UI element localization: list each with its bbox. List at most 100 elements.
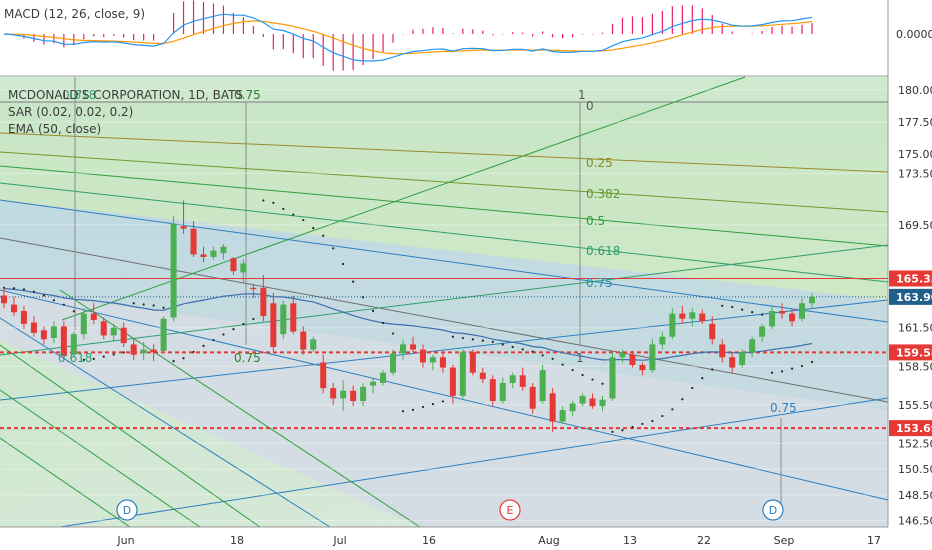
candle[interactable] — [30, 316, 37, 337]
candle[interactable] — [140, 341, 147, 360]
candle[interactable] — [80, 308, 87, 340]
candle[interactable] — [679, 305, 686, 324]
candle[interactable] — [469, 349, 476, 376]
candle[interactable] — [60, 321, 67, 360]
candle[interactable] — [390, 349, 397, 376]
candle[interactable] — [20, 305, 27, 329]
candle[interactable] — [110, 323, 117, 342]
price-axis[interactable]: 0.0000 180.00 177.50 175.00 173.50 169.5… — [887, 0, 932, 550]
candle[interactable] — [50, 321, 57, 344]
falling-blue-line-1 — [0, 317, 331, 528]
event-marker-circle — [499, 499, 521, 521]
candle[interactable] — [589, 393, 596, 409]
candle[interactable] — [699, 309, 706, 324]
candle[interactable] — [439, 352, 446, 373]
candle[interactable] — [310, 336, 317, 353]
candle[interactable] — [669, 308, 676, 340]
candle[interactable] — [649, 339, 656, 373]
candle[interactable] — [220, 244, 227, 260]
time-tick: Aug — [538, 534, 559, 547]
candle[interactable] — [160, 316, 167, 354]
candle[interactable] — [599, 395, 606, 412]
candle[interactable] — [320, 354, 327, 394]
candle[interactable] — [609, 352, 616, 401]
candle[interactable] — [210, 246, 217, 260]
candle[interactable] — [370, 377, 377, 394]
candle[interactable] — [250, 284, 257, 299]
candle[interactable] — [459, 349, 466, 399]
candle[interactable] — [419, 344, 426, 368]
candle[interactable] — [619, 349, 626, 363]
candle[interactable] — [240, 259, 247, 283]
candle[interactable] — [280, 300, 287, 340]
candle[interactable] — [230, 257, 237, 275]
candle[interactable] — [789, 308, 796, 327]
sar-dot — [800, 364, 804, 368]
candle[interactable] — [639, 362, 646, 376]
candle[interactable] — [759, 323, 766, 342]
candle[interactable] — [729, 352, 736, 373]
candle[interactable] — [769, 305, 776, 329]
candle[interactable] — [809, 293, 815, 309]
candle[interactable] — [489, 375, 496, 407]
candle[interactable] — [90, 303, 97, 324]
candle[interactable] — [70, 331, 77, 358]
candle[interactable] — [739, 349, 746, 368]
candle[interactable] — [380, 370, 387, 386]
candle[interactable] — [360, 383, 367, 407]
candle[interactable] — [10, 296, 17, 317]
candle[interactable] — [579, 393, 586, 407]
sar-dot — [810, 360, 814, 364]
candle[interactable] — [559, 406, 566, 425]
candle[interactable] — [719, 339, 726, 363]
candle[interactable] — [1, 287, 7, 309]
candle[interactable] — [400, 339, 407, 360]
candle[interactable] — [290, 295, 297, 335]
candle[interactable] — [260, 275, 267, 322]
price-label-165-33: 165.33 — [889, 270, 932, 287]
candle[interactable] — [499, 377, 506, 404]
candle[interactable] — [300, 326, 307, 355]
candle[interactable] — [190, 221, 197, 257]
candle[interactable] — [350, 385, 357, 407]
event-marker-earnings[interactable]: E — [499, 499, 521, 521]
candle[interactable] — [340, 380, 347, 412]
candle[interactable] — [150, 344, 157, 362]
candle[interactable] — [689, 308, 696, 327]
candle[interactable] — [629, 350, 636, 368]
candle-body — [80, 313, 87, 335]
candle[interactable] — [180, 200, 187, 234]
candle[interactable] — [100, 317, 107, 340]
candle[interactable] — [749, 336, 756, 358]
candle[interactable] — [270, 293, 277, 353]
candle[interactable] — [40, 326, 47, 345]
falling-green-line-4 — [0, 437, 131, 528]
candle[interactable] — [569, 401, 576, 417]
time-axis[interactable]: Jun 18 Jul 16 Aug 13 22 Sep 17 — [0, 526, 888, 550]
event-marker-dividend-2[interactable]: D — [762, 499, 784, 521]
sar-dot — [451, 335, 454, 338]
candle[interactable] — [659, 331, 666, 350]
candle[interactable] — [779, 303, 786, 319]
candle-body — [729, 357, 736, 368]
candle[interactable] — [130, 339, 137, 360]
candle[interactable] — [200, 246, 207, 263]
candle[interactable] — [479, 367, 486, 383]
candle[interactable] — [429, 354, 436, 371]
sar-dot — [701, 377, 704, 380]
candle[interactable] — [120, 322, 127, 347]
candle[interactable] — [549, 388, 556, 432]
candle[interactable] — [409, 336, 416, 353]
candle[interactable] — [170, 215, 177, 322]
candle[interactable] — [519, 367, 526, 391]
candle[interactable] — [509, 372, 516, 389]
candle[interactable] — [799, 298, 806, 322]
candle[interactable] — [539, 365, 546, 404]
event-marker-dividend-1[interactable]: D — [116, 499, 138, 521]
fan-line-0.5 — [0, 165, 889, 247]
candle[interactable] — [529, 383, 536, 414]
candle[interactable] — [449, 365, 456, 404]
candle[interactable] — [330, 383, 337, 405]
candle[interactable] — [709, 316, 716, 345]
